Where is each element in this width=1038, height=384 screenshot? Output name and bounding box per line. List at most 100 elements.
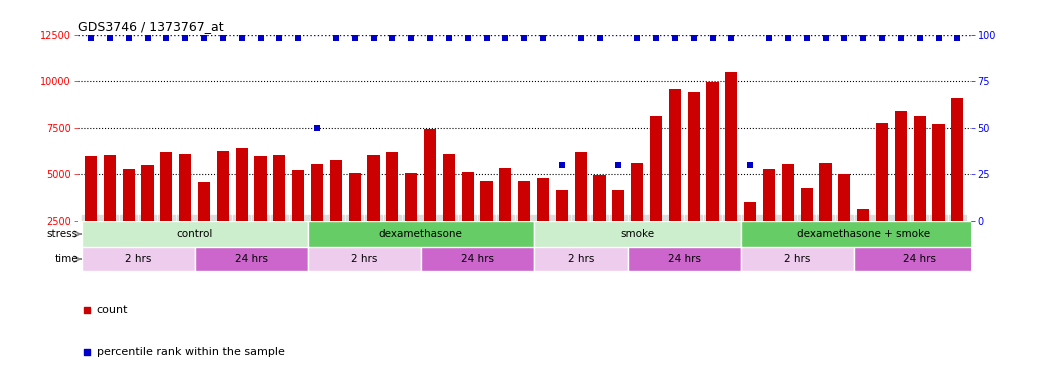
Point: [403, 35, 419, 41]
Bar: [462, 172, 473, 221]
Bar: [782, 164, 794, 221]
Bar: [895, 111, 907, 221]
Bar: [668, 89, 681, 221]
Bar: [726, 72, 737, 221]
Bar: [254, 156, 267, 221]
Point: [158, 35, 174, 41]
Bar: [311, 164, 323, 221]
Bar: [292, 170, 304, 221]
Bar: [424, 129, 436, 221]
Point: [347, 35, 363, 41]
Bar: [707, 82, 718, 221]
Point: [723, 35, 740, 41]
Text: 24 hrs: 24 hrs: [461, 254, 494, 264]
Point: [893, 35, 909, 41]
Text: GDS3746 / 1373767_at: GDS3746 / 1373767_at: [78, 20, 223, 33]
Text: 24 hrs: 24 hrs: [235, 254, 268, 264]
Bar: [763, 169, 775, 221]
Point: [196, 35, 213, 41]
Text: control: control: [176, 229, 213, 239]
Point: [139, 35, 156, 41]
Bar: [349, 173, 361, 221]
Point: [516, 35, 532, 41]
Text: 24 hrs: 24 hrs: [903, 254, 936, 264]
Bar: [82, 247, 194, 271]
Bar: [575, 152, 586, 221]
Point: [911, 35, 928, 41]
Point: [102, 35, 118, 41]
Point: [836, 35, 852, 41]
Point: [252, 35, 269, 41]
Bar: [420, 247, 534, 271]
Point: [798, 35, 815, 41]
Bar: [819, 163, 831, 221]
Point: [79, 349, 95, 355]
Point: [817, 35, 834, 41]
Point: [328, 35, 345, 41]
Bar: [198, 182, 210, 221]
Bar: [307, 247, 420, 271]
Bar: [141, 165, 154, 221]
Point: [79, 306, 95, 313]
Point: [629, 35, 646, 41]
Point: [365, 35, 382, 41]
Bar: [628, 247, 741, 271]
Bar: [857, 209, 869, 221]
Bar: [82, 221, 307, 247]
Point: [440, 35, 457, 41]
Bar: [307, 221, 534, 247]
Bar: [194, 247, 307, 271]
Point: [572, 35, 589, 41]
Text: 2 hrs: 2 hrs: [568, 254, 594, 264]
Bar: [236, 148, 248, 221]
Point: [215, 35, 231, 41]
Bar: [800, 188, 813, 221]
Point: [421, 35, 438, 41]
Bar: [122, 169, 135, 221]
Point: [666, 35, 683, 41]
Point: [271, 35, 288, 41]
Point: [704, 35, 720, 41]
Point: [384, 35, 401, 41]
Text: time: time: [54, 254, 78, 264]
Bar: [741, 247, 854, 271]
Bar: [612, 190, 625, 221]
Bar: [913, 116, 926, 221]
Point: [234, 35, 250, 41]
Point: [648, 35, 664, 41]
Point: [535, 35, 551, 41]
Bar: [180, 154, 191, 221]
Point: [610, 162, 627, 168]
Bar: [104, 155, 116, 221]
Bar: [367, 155, 380, 221]
Point: [497, 35, 514, 41]
Point: [83, 35, 100, 41]
Bar: [744, 202, 757, 221]
Bar: [555, 190, 568, 221]
Text: percentile rank within the sample: percentile rank within the sample: [97, 347, 284, 357]
Point: [479, 35, 495, 41]
Bar: [854, 247, 986, 271]
Bar: [405, 173, 417, 221]
Point: [742, 162, 759, 168]
Point: [780, 35, 796, 41]
Bar: [386, 152, 399, 221]
Bar: [481, 180, 493, 221]
Point: [949, 35, 965, 41]
Bar: [443, 154, 455, 221]
Bar: [951, 98, 963, 221]
Bar: [839, 174, 850, 221]
Point: [855, 35, 872, 41]
Point: [308, 124, 325, 131]
Point: [685, 35, 702, 41]
Bar: [534, 221, 741, 247]
Bar: [85, 156, 98, 221]
Text: stress: stress: [47, 229, 78, 239]
Bar: [741, 221, 986, 247]
Bar: [594, 175, 605, 221]
Text: 24 hrs: 24 hrs: [667, 254, 701, 264]
Bar: [217, 151, 229, 221]
Bar: [631, 163, 644, 221]
Bar: [273, 155, 285, 221]
Point: [761, 35, 777, 41]
